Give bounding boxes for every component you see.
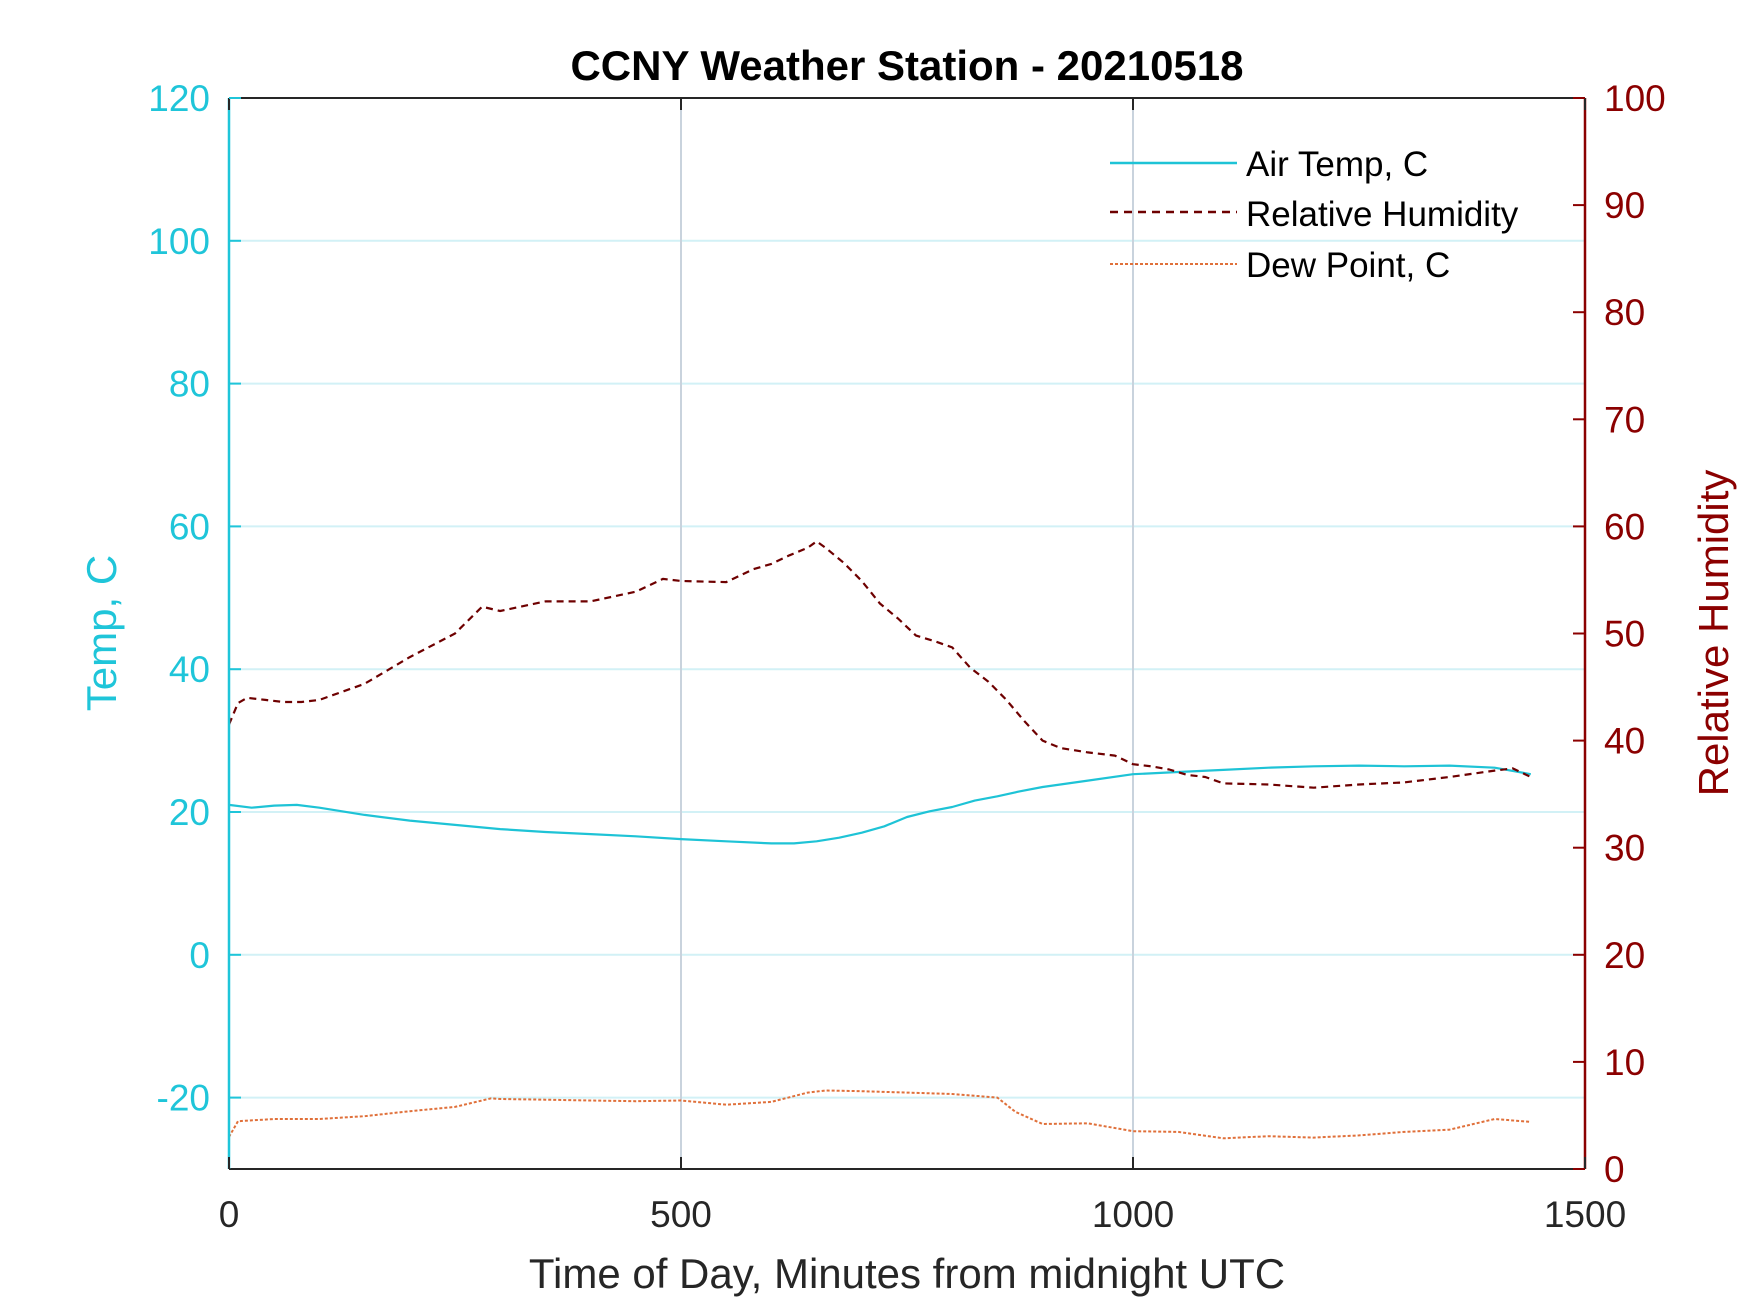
y-left-tick-label: 100: [148, 221, 210, 262]
legend-item-humidity: Relative Humidity: [1110, 195, 1519, 234]
x-tick-label: 0: [219, 1194, 240, 1235]
x-tick-label: 1500: [1544, 1194, 1626, 1235]
y-right-tick-label: 90: [1604, 185, 1645, 226]
y-right-tick-label: 50: [1604, 614, 1645, 655]
legend-item-air-temp: Air Temp, C: [1110, 145, 1428, 184]
y-left-tick-label: 0: [189, 935, 210, 976]
legend-item-dew-point: Dew Point, C: [1110, 246, 1450, 285]
x-tick-label: 500: [650, 1194, 712, 1235]
y-left-tick-label: 40: [169, 649, 210, 690]
y-right-tick-label: 40: [1604, 721, 1645, 762]
y-right-tick-label: 70: [1604, 399, 1645, 440]
plot-series: [227, 540, 1532, 1140]
y-left-tick-label: 20: [169, 792, 210, 833]
y-left-tick-label: 60: [169, 506, 210, 547]
y-right-tick-label: 10: [1604, 1042, 1645, 1083]
series-line-air-temp: [228, 764, 1531, 845]
y-right-tick-label: 100: [1604, 78, 1666, 119]
grid-lines: [229, 98, 1585, 1169]
legend-label-dew-point: Dew Point, C: [1246, 246, 1450, 285]
y-axis-right-label: Relative Humidity: [1690, 470, 1737, 797]
y-left-tick-label: 80: [169, 364, 210, 405]
axis-ticks: 0 500 1000 1500 -20 0 20 40 60 80 100 120 0 10 20 30 40 5…: [148, 78, 1665, 1235]
y-left-tick-label: -20: [157, 1078, 210, 1119]
series-line-dew-point: [228, 1089, 1531, 1140]
y-axis-left-label: Temp, C: [78, 555, 125, 711]
y-right-tick-label: 80: [1604, 292, 1645, 333]
legend: Air Temp, C Relative Humidity Dew Point,…: [1110, 145, 1519, 285]
x-tick-label: 1000: [1092, 1194, 1174, 1235]
x-axis-label: Time of Day, Minutes from midnight UTC: [529, 1250, 1285, 1297]
y-left-tick-label: 120: [148, 78, 210, 119]
y-right-tick-label: 0: [1604, 1149, 1625, 1190]
series-line-humidity: [227, 540, 1532, 789]
y-right-tick-label: 20: [1604, 935, 1645, 976]
legend-label-air-temp: Air Temp, C: [1246, 145, 1428, 184]
legend-label-humidity: Relative Humidity: [1246, 195, 1519, 234]
y-right-tick-label: 60: [1604, 506, 1645, 547]
y-right-tick-label: 30: [1604, 828, 1645, 869]
chart-title: CCNY Weather Station - 20210518: [570, 42, 1243, 89]
